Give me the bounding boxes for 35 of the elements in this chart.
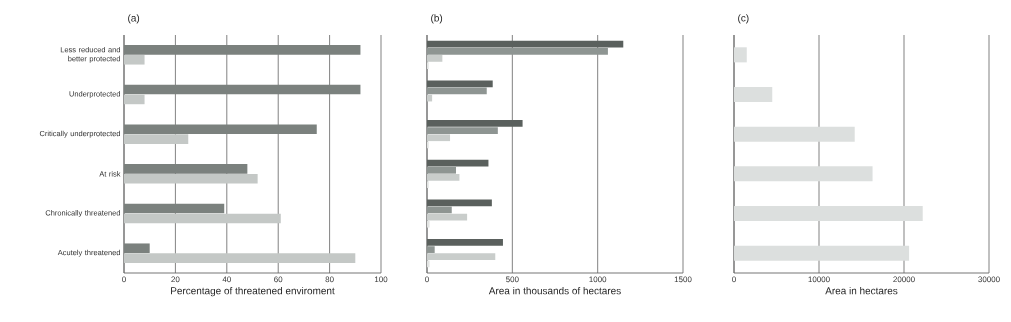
bar xyxy=(124,213,281,224)
bar xyxy=(427,174,460,181)
bar xyxy=(124,84,361,95)
bar xyxy=(734,245,910,261)
bar xyxy=(734,86,773,103)
bar xyxy=(734,166,873,182)
bar xyxy=(124,94,145,105)
bar xyxy=(124,174,258,184)
bar xyxy=(427,47,608,55)
bar xyxy=(427,134,451,142)
bar xyxy=(427,166,457,174)
x-axis-title: Area in hectares xyxy=(825,287,898,295)
bar xyxy=(734,47,747,63)
bar xyxy=(124,243,150,253)
bar xyxy=(124,45,361,55)
chart-title: (a) xyxy=(128,14,140,24)
chart-title: (b) xyxy=(431,14,443,24)
bar xyxy=(124,253,356,263)
bar xyxy=(427,246,435,253)
bar xyxy=(427,206,452,214)
x-axis-title: Area in thousands of hectares xyxy=(488,287,621,295)
bar xyxy=(124,124,317,134)
bar xyxy=(427,220,430,228)
x-axis-title: Percentage of threatened enviroment xyxy=(171,287,335,297)
bar xyxy=(427,260,430,268)
bar xyxy=(124,134,189,144)
bar xyxy=(734,126,855,142)
bar xyxy=(124,164,248,174)
bar xyxy=(427,253,496,261)
bar xyxy=(734,205,923,222)
bar xyxy=(124,55,145,65)
chart-title: (c) xyxy=(738,14,749,24)
bar xyxy=(427,55,443,62)
bar xyxy=(124,203,225,214)
bar xyxy=(427,127,498,134)
